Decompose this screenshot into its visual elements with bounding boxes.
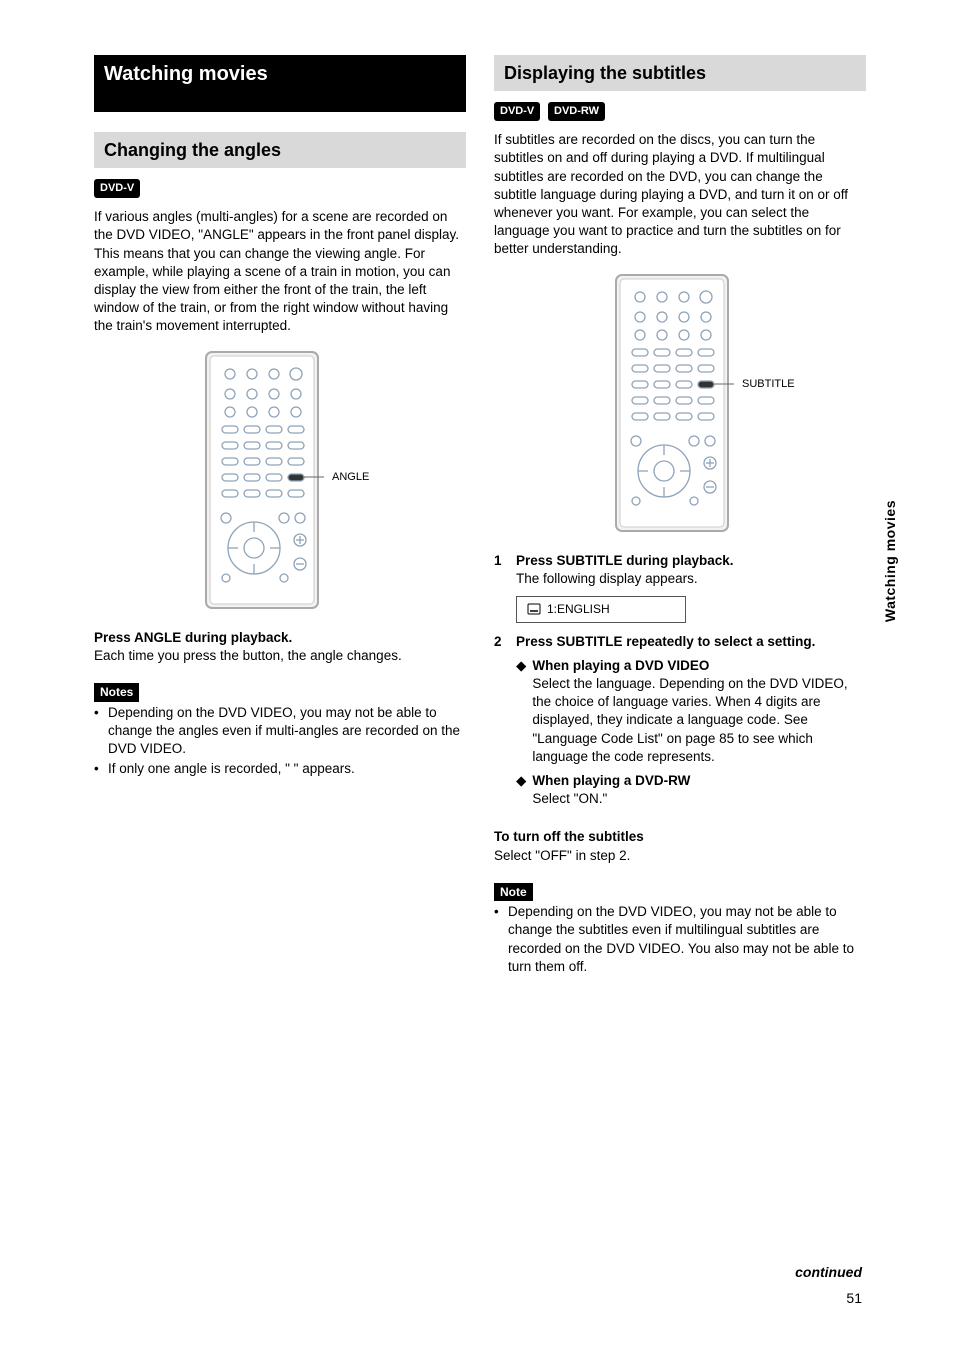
bullet-dvdvideo-body: Select the language. Depending on the DV… [532, 675, 866, 766]
right-section-header: Displaying the subtitles [494, 55, 866, 91]
bullet-dvdrw-title: When playing a DVD-RW [532, 773, 690, 788]
step-2-title: Press SUBTITLE repeatedly to select a se… [516, 633, 866, 651]
remote-diagram-left: ANGLE [204, 350, 324, 615]
chapter-header: Watching movies [94, 55, 466, 112]
bullet-dvdvideo-title: When playing a DVD VIDEO [532, 658, 709, 673]
left-note-2: • If only one angle is recorded, " " app… [94, 760, 466, 778]
subtitle-indicator-text: 1:ENGLISH [547, 601, 610, 617]
step-2-number: 2 [494, 633, 508, 809]
chapter-title-line1: Watching movies [104, 61, 456, 88]
right-notes-header: Note [494, 883, 533, 901]
step-1-title: Press SUBTITLE during playback. [516, 552, 734, 570]
left-press-body: Each time you press the button, the angl… [94, 647, 466, 665]
right-intro-para: If subtitles are recorded on the discs, … [494, 131, 866, 259]
right-note-1-text: Depending on the DVD VIDEO, you may not … [508, 903, 866, 976]
remote-left-button-label: ANGLE [332, 470, 369, 485]
badge-dvdv-left: DVD-V [94, 179, 140, 198]
bullet-dvdvideo: ◆ When playing a DVD VIDEO Select the la… [516, 657, 866, 766]
left-section-title: Changing the angles [104, 140, 281, 160]
remote-diagram-right: SUBTITLE [614, 273, 734, 538]
left-section-header: Changing the angles [94, 132, 466, 168]
left-note-2-text: If only one angle is recorded, " " appea… [108, 760, 355, 778]
left-note-1-text: Depending on the DVD VIDEO, you may not … [108, 704, 466, 759]
continued-indicator: continued [795, 1263, 862, 1282]
remote-right-button-label: SUBTITLE [742, 377, 795, 392]
page-number: 51 [846, 1289, 862, 1308]
right-section-title: Displaying the subtitles [504, 63, 706, 83]
left-note-1: • Depending on the DVD VIDEO, you may no… [94, 704, 466, 759]
step-1-number: 1 [494, 552, 508, 623]
bullet-dvdrw-body: Select "ON." [532, 790, 690, 808]
subtitle-icon [527, 603, 541, 615]
bullet-dvdrw: ◆ When playing a DVD-RW Select "ON." [516, 772, 866, 808]
left-intro-para: If various angles (multi-angles) for a s… [94, 208, 466, 336]
left-notes-header: Notes [94, 683, 139, 701]
subtitle-indicator: 1:ENGLISH [516, 596, 686, 622]
step-1: 1 Press SUBTITLE during playback. The fo… [494, 552, 866, 623]
step-1-body: The following display appears. [516, 570, 734, 588]
side-section-label: Watching movies [881, 500, 900, 622]
right-note-1: • Depending on the DVD VIDEO, you may no… [494, 903, 866, 976]
turn-off-title: To turn off the subtitles [494, 828, 866, 846]
badge-dvdrw-right: DVD-RW [548, 102, 605, 121]
badge-dvdv-right: DVD-V [494, 102, 540, 121]
left-press-line: Press ANGLE during playback. [94, 629, 466, 647]
step-2: 2 Press SUBTITLE repeatedly to select a … [494, 633, 866, 809]
turn-off-body: Select "OFF" in step 2. [494, 847, 866, 865]
